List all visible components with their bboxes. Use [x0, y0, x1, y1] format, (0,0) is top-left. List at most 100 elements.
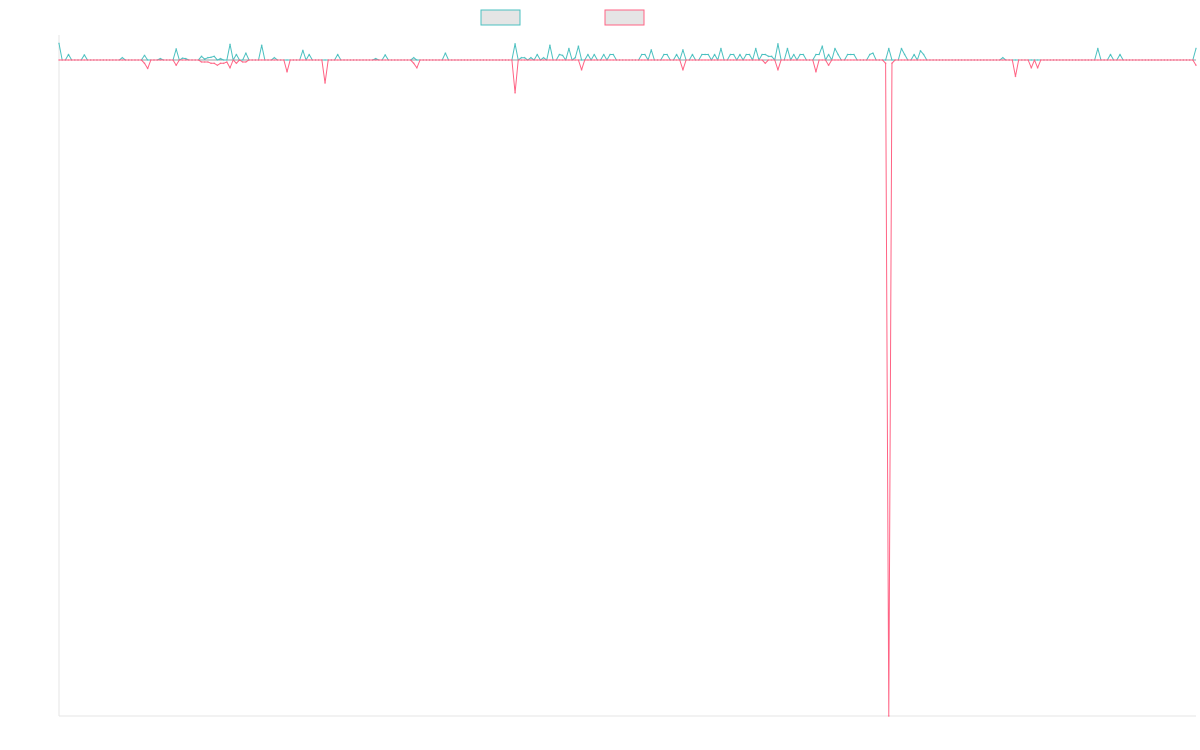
series-2-point — [251, 59, 254, 61]
series-1-point — [206, 56, 209, 59]
series-1-point — [587, 53, 589, 56]
series-2-point — [368, 59, 371, 61]
series-1-point — [609, 53, 611, 56]
series-2-point — [387, 59, 390, 61]
series-2-point — [64, 59, 67, 61]
series-1-point — [666, 53, 668, 56]
series-2-point — [422, 59, 425, 61]
series-2-point — [596, 59, 599, 61]
series-2-point — [1134, 59, 1137, 61]
series-2-point — [517, 59, 520, 61]
series-2-point — [678, 59, 681, 61]
series-2-point — [612, 59, 615, 61]
series-1-point — [273, 56, 276, 59]
series-2-point — [390, 59, 393, 61]
series-2-point — [194, 59, 197, 61]
series-2-point — [1169, 59, 1172, 61]
series-2-point — [713, 59, 716, 61]
series-2-point — [995, 59, 998, 61]
series-1-point — [704, 53, 706, 56]
series-2-point — [219, 62, 222, 65]
series-2-point — [659, 59, 662, 61]
series-1-point — [884, 59, 887, 61]
series-2-point — [1153, 59, 1156, 61]
series-2-point — [688, 59, 691, 61]
series-2-point — [970, 59, 973, 61]
series-2-point — [834, 59, 836, 61]
series-2-point — [336, 59, 339, 61]
series-1-line[interactable] — [58, 43, 1197, 61]
series-2-point — [564, 59, 567, 61]
series-2-point — [954, 59, 957, 61]
series-1-point — [1014, 59, 1017, 61]
series-1-point — [244, 52, 247, 54]
series-2-point — [355, 59, 358, 61]
series-2-point — [808, 59, 811, 61]
series-2-point — [1163, 59, 1166, 61]
series-1-point — [415, 59, 418, 61]
series-2-point — [352, 59, 355, 61]
series-1-point — [713, 53, 716, 56]
series-2-point — [672, 59, 675, 61]
series-2-point — [539, 59, 542, 61]
series-2-point — [270, 59, 273, 61]
series-1-point — [561, 54, 564, 57]
series-2-point — [305, 59, 307, 61]
legend[interactable] — [480, 9, 645, 26]
series-1-point — [374, 57, 377, 60]
series-2-point — [549, 59, 551, 61]
series-1-point — [444, 52, 447, 54]
series-2-point — [476, 59, 478, 61]
series-2-point — [156, 59, 159, 61]
series-2-point — [545, 59, 548, 61]
series-2-point — [349, 59, 352, 61]
series-2-point — [415, 66, 418, 69]
series-2-point — [640, 59, 643, 61]
series-2-point — [675, 59, 678, 61]
series-2-point — [773, 59, 776, 61]
series-2-point — [865, 59, 868, 61]
series-2-point — [792, 59, 795, 61]
axes — [58, 35, 1196, 717]
series-1-point — [514, 43, 516, 45]
series-2-point — [1144, 59, 1147, 61]
series-2-point — [824, 59, 827, 61]
series-1-point — [720, 47, 722, 50]
series-2-point — [523, 59, 526, 61]
series-1-point — [121, 56, 124, 59]
series-2-point — [925, 59, 928, 61]
series-1-point — [530, 56, 532, 59]
series-1-point — [650, 48, 653, 51]
series-1-point — [574, 56, 577, 59]
series-2-point — [938, 59, 941, 61]
legend-swatch-series-1[interactable] — [480, 9, 521, 26]
series-2-point — [431, 59, 434, 61]
series-1-point — [549, 44, 551, 47]
series-1-point — [175, 48, 178, 50]
series-1-point — [675, 53, 678, 56]
series-2-point — [748, 59, 751, 61]
series-1-point — [701, 53, 703, 56]
series-2-point — [1062, 59, 1064, 61]
series-2-point — [796, 59, 798, 61]
series-2-point — [720, 59, 722, 61]
series-1-point — [229, 43, 231, 46]
series-1-point — [568, 47, 570, 50]
series-2-point — [951, 59, 954, 61]
series-2-point — [514, 91, 516, 94]
series-2-point — [872, 59, 874, 61]
series-1-point — [767, 55, 770, 58]
series-2-point — [381, 59, 383, 61]
series-2-point — [289, 59, 292, 61]
series-2-point — [685, 59, 687, 61]
series-1-point — [777, 43, 779, 45]
series-2-line[interactable] — [59, 59, 1197, 717]
legend-swatch-series-2[interactable] — [604, 9, 645, 26]
series-2-point — [979, 59, 982, 61]
series-2-point — [656, 59, 659, 61]
series-2-point — [1131, 59, 1134, 61]
series-1-point — [324, 59, 326, 61]
series-1-point — [520, 56, 523, 59]
series-2-point — [818, 59, 821, 61]
